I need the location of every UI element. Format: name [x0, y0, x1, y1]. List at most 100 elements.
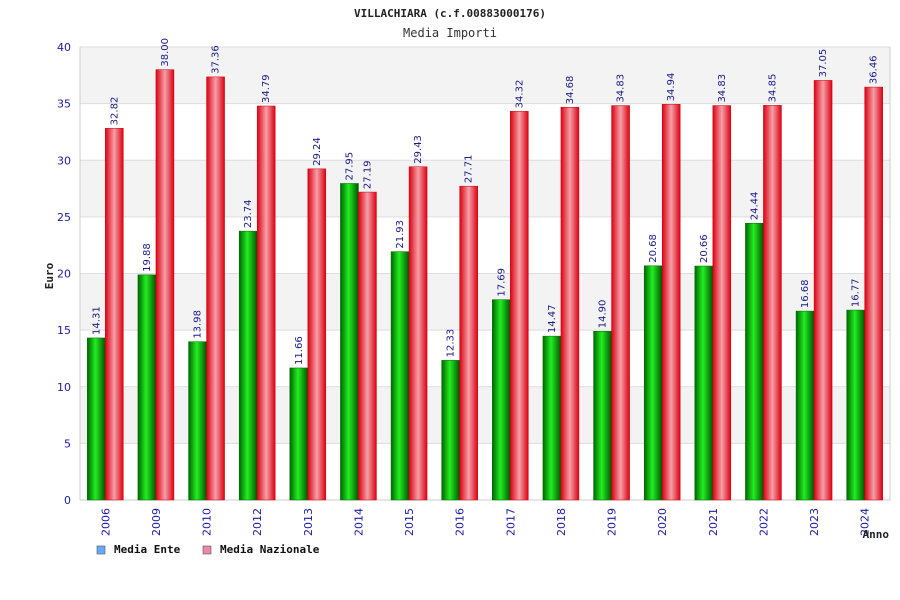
- y-tick-label: 20: [57, 268, 71, 281]
- bar-media-ente-2010: [189, 342, 207, 500]
- bar-media-ente-2021: [695, 266, 713, 500]
- value-label-media-nazionale-2010: 37.36: [211, 45, 222, 74]
- value-label-media-nazionale-2014: 27.19: [362, 160, 373, 189]
- x-tick-label-2022: 2022: [757, 508, 770, 536]
- value-label-media-ente-2021: 20.66: [699, 234, 710, 263]
- bar-media-nazionale-2012: [257, 106, 275, 500]
- value-label-media-nazionale-2015: 29.43: [413, 135, 424, 164]
- bar-media-nazionale-2015: [409, 167, 427, 500]
- x-axis-ticks: 2006 2009 2010 2012 2013 2014 2015 2016 2017 2018…: [99, 508, 871, 536]
- value-label-media-nazionale-2020: 34.94: [666, 73, 677, 102]
- chart-subtitle: Media Importi: [403, 26, 497, 40]
- x-tick-label-2017: 2017: [504, 508, 517, 536]
- bar-media-ente-2024: [847, 310, 865, 500]
- chart-title: VILLACHIARA (c.f.00883000176): [354, 7, 546, 20]
- y-tick-label: 0: [64, 494, 71, 507]
- bar-media-ente-2012: [239, 231, 257, 500]
- bar-media-ente-2015: [391, 252, 409, 500]
- value-label-media-ente-2022: 24.44: [749, 192, 760, 221]
- legend-swatch-media-ente: [97, 546, 105, 554]
- value-label-media-ente-2015: 21.93: [395, 220, 406, 249]
- value-label-media-nazionale-2022: 34.85: [767, 74, 778, 103]
- bar-media-nazionale-2023: [814, 80, 832, 500]
- y-tick-label: 25: [57, 211, 71, 224]
- value-label-media-nazionale-2012: 34.79: [261, 74, 272, 103]
- x-tick-label-2014: 2014: [352, 508, 365, 536]
- x-tick-label-2010: 2010: [201, 508, 214, 536]
- bar-media-nazionale-2021: [713, 106, 731, 500]
- bar-media-nazionale-2013: [308, 169, 326, 500]
- value-label-media-nazionale-2023: 37.05: [818, 49, 829, 78]
- y-axis-ticks: 0 5 10 15 20 25 30 35 40: [57, 41, 71, 507]
- value-label-media-ente-2006: 14.31: [91, 306, 102, 335]
- bar-media-nazionale-2024: [865, 87, 883, 500]
- bar-media-ente-2017: [492, 300, 510, 500]
- value-label-media-nazionale-2024: 36.46: [869, 55, 880, 84]
- value-label-media-ente-2024: 16.77: [851, 278, 862, 307]
- value-label-media-nazionale-2018: 34.68: [565, 76, 576, 105]
- value-label-media-nazionale-2009: 38.00: [160, 38, 171, 67]
- value-label-media-ente-2023: 16.68: [800, 279, 811, 308]
- y-tick-label: 10: [57, 381, 71, 394]
- bar-media-nazionale-2009: [156, 70, 174, 500]
- x-tick-label-2015: 2015: [403, 508, 416, 536]
- bar-media-ente-2019: [594, 331, 612, 500]
- value-label-media-ente-2014: 27.95: [344, 152, 355, 181]
- legend-label-media-ente: Media Ente: [114, 543, 181, 556]
- bar-media-ente-2006: [87, 338, 105, 500]
- value-label-media-ente-2012: 23.74: [243, 200, 254, 229]
- value-label-media-ente-2019: 14.90: [598, 300, 609, 329]
- value-label-media-nazionale-2021: 34.83: [717, 74, 728, 103]
- x-tick-label-2020: 2020: [656, 508, 669, 536]
- y-axis-label: Euro: [43, 262, 56, 289]
- value-label-media-ente-2010: 13.98: [193, 310, 204, 339]
- bar-media-nazionale-2006: [105, 128, 123, 500]
- bar-media-nazionale-2017: [510, 111, 528, 500]
- y-tick-label: 35: [57, 98, 71, 111]
- x-axis-label: Anno: [863, 528, 890, 541]
- value-label-media-nazionale-2019: 34.83: [616, 74, 627, 103]
- bar-media-ente-2013: [290, 368, 308, 500]
- x-tick-label-2021: 2021: [707, 508, 720, 536]
- x-tick-label-2023: 2023: [808, 508, 821, 536]
- value-label-media-ente-2013: 11.66: [294, 336, 305, 365]
- bar-media-ente-2022: [745, 223, 763, 500]
- x-tick-label-2018: 2018: [555, 508, 568, 536]
- y-tick-label: 15: [57, 324, 71, 337]
- chart: VILLACHIARA (c.f.00883000176) Media Impo…: [0, 0, 900, 600]
- y-tick-label: 40: [57, 41, 71, 54]
- value-label-media-ente-2018: 14.47: [547, 304, 558, 333]
- bar-media-ente-2020: [644, 266, 662, 500]
- value-label-media-nazionale-2013: 29.24: [312, 137, 323, 166]
- y-tick-label: 5: [64, 437, 71, 450]
- legend-label-media-nazionale: Media Nazionale: [220, 543, 320, 556]
- value-label-media-nazionale-2016: 27.71: [464, 155, 475, 184]
- x-tick-label-2013: 2013: [302, 508, 315, 536]
- bar-media-nazionale-2016: [460, 186, 478, 500]
- value-label-media-ente-2009: 19.88: [142, 243, 153, 272]
- bar-media-nazionale-2019: [612, 106, 630, 500]
- bar-media-nazionale-2022: [763, 105, 781, 500]
- bar-media-nazionale-2020: [662, 104, 680, 500]
- x-tick-label-2006: 2006: [99, 508, 112, 536]
- value-label-media-ente-2016: 12.33: [446, 329, 457, 358]
- bar-media-nazionale-2010: [207, 77, 225, 500]
- value-label-media-nazionale-2006: 32.82: [109, 97, 120, 126]
- value-label-media-ente-2020: 20.68: [648, 234, 659, 263]
- bar-media-ente-2016: [442, 360, 460, 500]
- legend-swatch-media-nazionale: [203, 546, 211, 554]
- y-tick-label: 30: [57, 154, 71, 167]
- value-label-media-ente-2017: 17.69: [496, 268, 507, 297]
- legend: Media Ente Media Nazionale: [97, 543, 320, 556]
- value-label-media-nazionale-2017: 34.32: [514, 80, 525, 109]
- x-tick-label-2009: 2009: [150, 508, 163, 536]
- x-tick-label-2019: 2019: [606, 508, 619, 536]
- bar-media-ente-2023: [796, 311, 814, 500]
- x-tick-label-2012: 2012: [251, 508, 264, 536]
- bar-media-ente-2018: [543, 336, 561, 500]
- x-tick-label-2016: 2016: [454, 508, 467, 536]
- bar-media-nazionale-2018: [561, 107, 579, 500]
- bar-media-ente-2009: [138, 275, 156, 500]
- bar-media-ente-2014: [340, 183, 358, 500]
- bar-media-nazionale-2014: [358, 192, 376, 500]
